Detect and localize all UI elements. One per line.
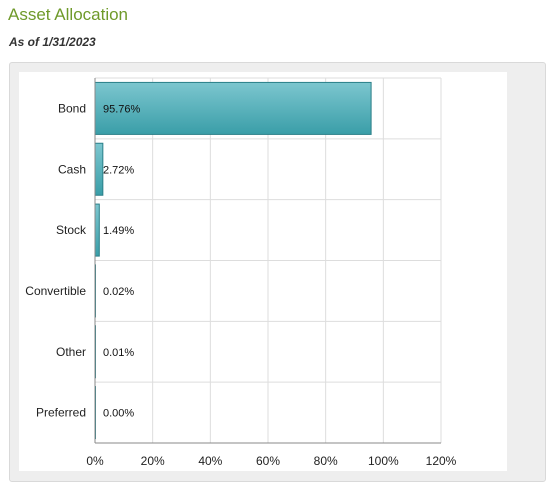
x-tick-label: 80% bbox=[314, 454, 338, 468]
category-label-preferred: Preferred bbox=[36, 406, 86, 420]
x-tick-label: 20% bbox=[141, 454, 165, 468]
x-tick-label: 0% bbox=[86, 454, 104, 468]
category-label-other: Other bbox=[56, 345, 86, 359]
category-label-cash: Cash bbox=[58, 162, 86, 176]
bar-stock bbox=[94, 203, 100, 257]
x-tick-label: 40% bbox=[198, 454, 222, 468]
data-label-preferred: 0.00% bbox=[103, 408, 134, 420]
data-label-convertible: 0.02% bbox=[103, 286, 134, 298]
x-tick-label: 100% bbox=[368, 454, 399, 468]
x-tick-label: 60% bbox=[256, 454, 280, 468]
chart-labels: 95.76% Bond 2.72% Cash 1.49% Stock 0.02% Conver… bbox=[25, 101, 456, 468]
data-label-stock: 1.49% bbox=[103, 225, 134, 237]
bar-series bbox=[94, 81, 372, 440]
category-label-stock: Stock bbox=[56, 223, 87, 237]
category-label-bond: Bond bbox=[58, 101, 86, 115]
axes bbox=[94, 78, 441, 444]
bar-bond bbox=[94, 81, 372, 135]
as-of-date: As of 1/31/2023 bbox=[9, 35, 96, 49]
x-tick-label: 120% bbox=[426, 454, 457, 468]
page-title: Asset Allocation bbox=[8, 5, 129, 24]
category-label-convertible: Convertible bbox=[25, 284, 86, 298]
bar-cash bbox=[94, 142, 104, 196]
data-label-cash: 2.72% bbox=[103, 164, 134, 176]
data-label-bond: 95.76% bbox=[103, 103, 141, 115]
data-label-other: 0.01% bbox=[103, 347, 134, 359]
